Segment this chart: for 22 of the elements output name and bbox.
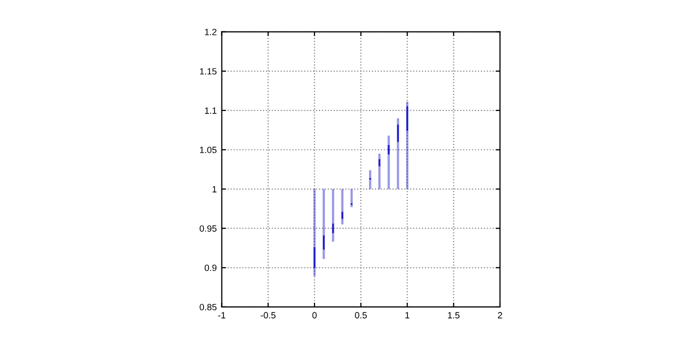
- y-tick-label: 0.9: [204, 264, 216, 272]
- x-tick-label: 0: [312, 312, 317, 318]
- y-tick-label: 1.05: [200, 146, 217, 154]
- x-tick-label: 2: [498, 312, 502, 318]
- y-tick-label: 1: [212, 186, 216, 192]
- x-tick-label: -1: [218, 312, 226, 318]
- y-tick-label: 1.1: [205, 108, 216, 114]
- candlestick: [313, 188, 316, 278]
- x-tick-label: 1: [405, 312, 410, 318]
- y-tick-label: 1.15: [200, 68, 217, 75]
- x-tick-label: 0.5: [354, 312, 367, 318]
- y-tick-label: 1.2: [205, 28, 216, 36]
- y-tick-label: 0.85: [200, 304, 217, 310]
- candlestick: [378, 152, 381, 190]
- y-tick-label: 0.95: [200, 225, 217, 232]
- candlestick: [350, 188, 353, 208]
- candlestick: [332, 188, 334, 243]
- x-tick-label: -0.5: [260, 312, 276, 318]
- candlestick: [388, 134, 390, 190]
- candlestick: [396, 117, 400, 190]
- x-tick-label: 1.5: [448, 312, 460, 318]
- candlestick: [369, 169, 372, 190]
